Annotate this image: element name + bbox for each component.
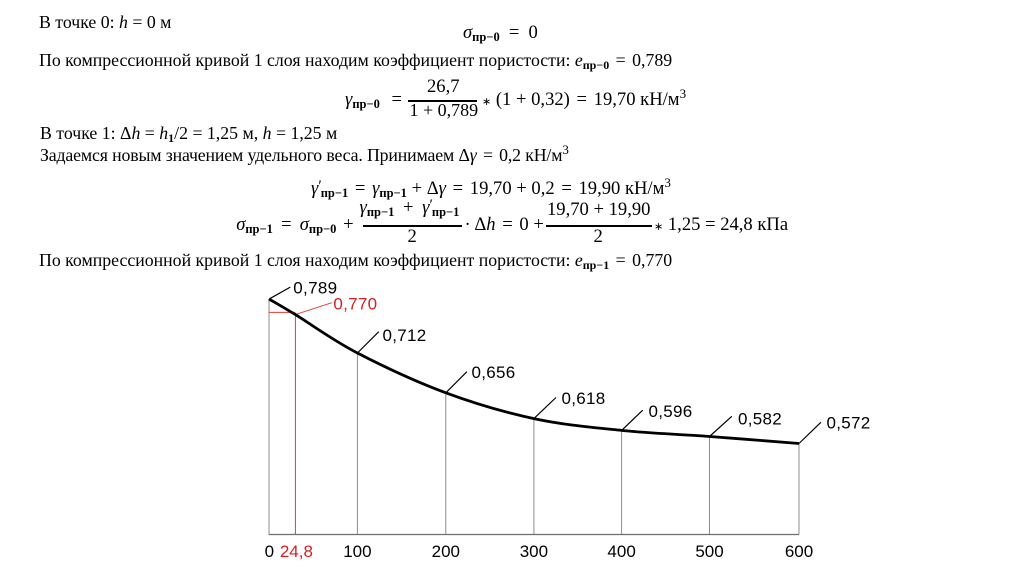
svg-text:100: 100 [343,542,371,561]
svg-text:0,656: 0,656 [472,363,516,382]
svg-text:0: 0 [265,542,274,561]
svg-text:0,572: 0,572 [827,414,871,433]
svg-text:0,770: 0,770 [333,295,377,314]
svg-text:200: 200 [432,542,460,561]
svg-text:0,712: 0,712 [383,326,427,345]
svg-text:0,582: 0,582 [738,410,782,429]
svg-text:24,8: 24,8 [280,542,313,561]
svg-text:400: 400 [607,542,635,561]
svg-text:0,789: 0,789 [293,279,337,298]
svg-text:500: 500 [695,542,723,561]
svg-text:0,618: 0,618 [562,389,606,408]
svg-text:300: 300 [520,542,548,561]
svg-text:0,596: 0,596 [649,402,693,421]
svg-text:600: 600 [785,542,813,561]
